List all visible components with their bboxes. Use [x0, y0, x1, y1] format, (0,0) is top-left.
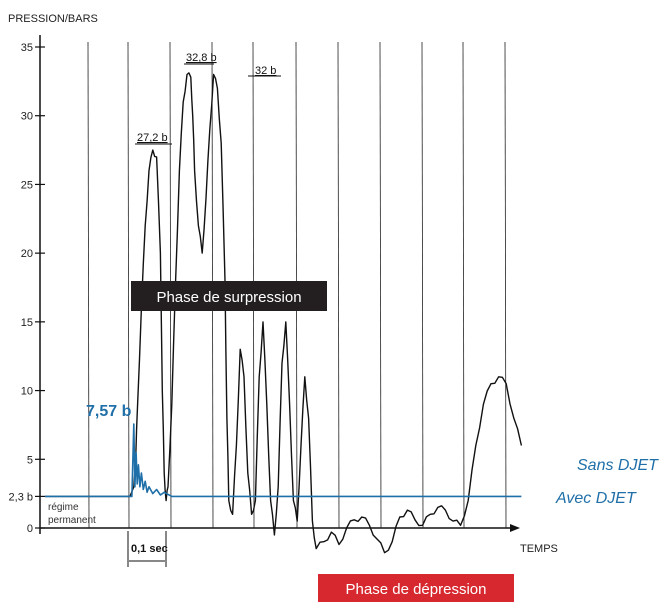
series-sans-djet-line: [45, 72, 523, 554]
y-tick-label: 0: [27, 523, 33, 535]
series-avec-djet-line: [45, 423, 522, 498]
peak-annotation-3: 32 b: [248, 65, 281, 77]
y-axis-label: PRESSION/BARS: [8, 13, 98, 25]
steady-state-label-line1: régime: [48, 502, 79, 513]
depression-phase-box: Phase de dépression: [318, 574, 514, 602]
steady-state-label-line2: permanent: [48, 515, 96, 526]
grid-line: [462, 41, 465, 529]
grid-line: [127, 41, 130, 529]
grid-line: [421, 41, 424, 529]
peak-label: 32,8 b: [186, 52, 217, 64]
grid-line: [87, 41, 90, 529]
overpressure-phase-box: Phase de surpression: [131, 281, 327, 311]
avec-djet-peak-label: 7,57 b: [86, 403, 132, 420]
depression-phase-label: Phase de dépression: [346, 581, 487, 598]
x-axis-arrow: [510, 524, 520, 532]
overpressure-phase-label: Phase de surpression: [156, 289, 301, 306]
y-tick-label: 2,3 b: [9, 491, 33, 503]
time-scale-label: 0,1 sec: [131, 543, 168, 555]
y-tick-label: 35: [21, 42, 33, 54]
y-tick-label: 15: [21, 317, 33, 329]
y-tick-label: 10: [21, 386, 33, 398]
grid-line: [504, 41, 507, 529]
grid-line: [337, 41, 340, 529]
peak-annotation-2: 32,8 b: [184, 52, 217, 65]
x-axis-label: TEMPS: [520, 543, 558, 555]
legend-avec-djet: Avec DJET: [555, 490, 637, 507]
legend-sans-djet: Sans DJET: [577, 457, 659, 474]
y-tick-label: 20: [21, 248, 33, 260]
y-tick-label: 5: [27, 454, 33, 466]
peak-annotation-1: 27,2 b: [135, 132, 172, 145]
y-tick-label: 25: [21, 179, 33, 191]
peak-label: 32 b: [255, 65, 276, 77]
y-tick-label: 30: [21, 111, 33, 123]
y-axis-ticks: 0 2,3 b 5 10 15 20 25 30 35: [9, 42, 45, 535]
grid-line: [379, 41, 382, 529]
peak-label: 27,2 b: [137, 132, 168, 144]
